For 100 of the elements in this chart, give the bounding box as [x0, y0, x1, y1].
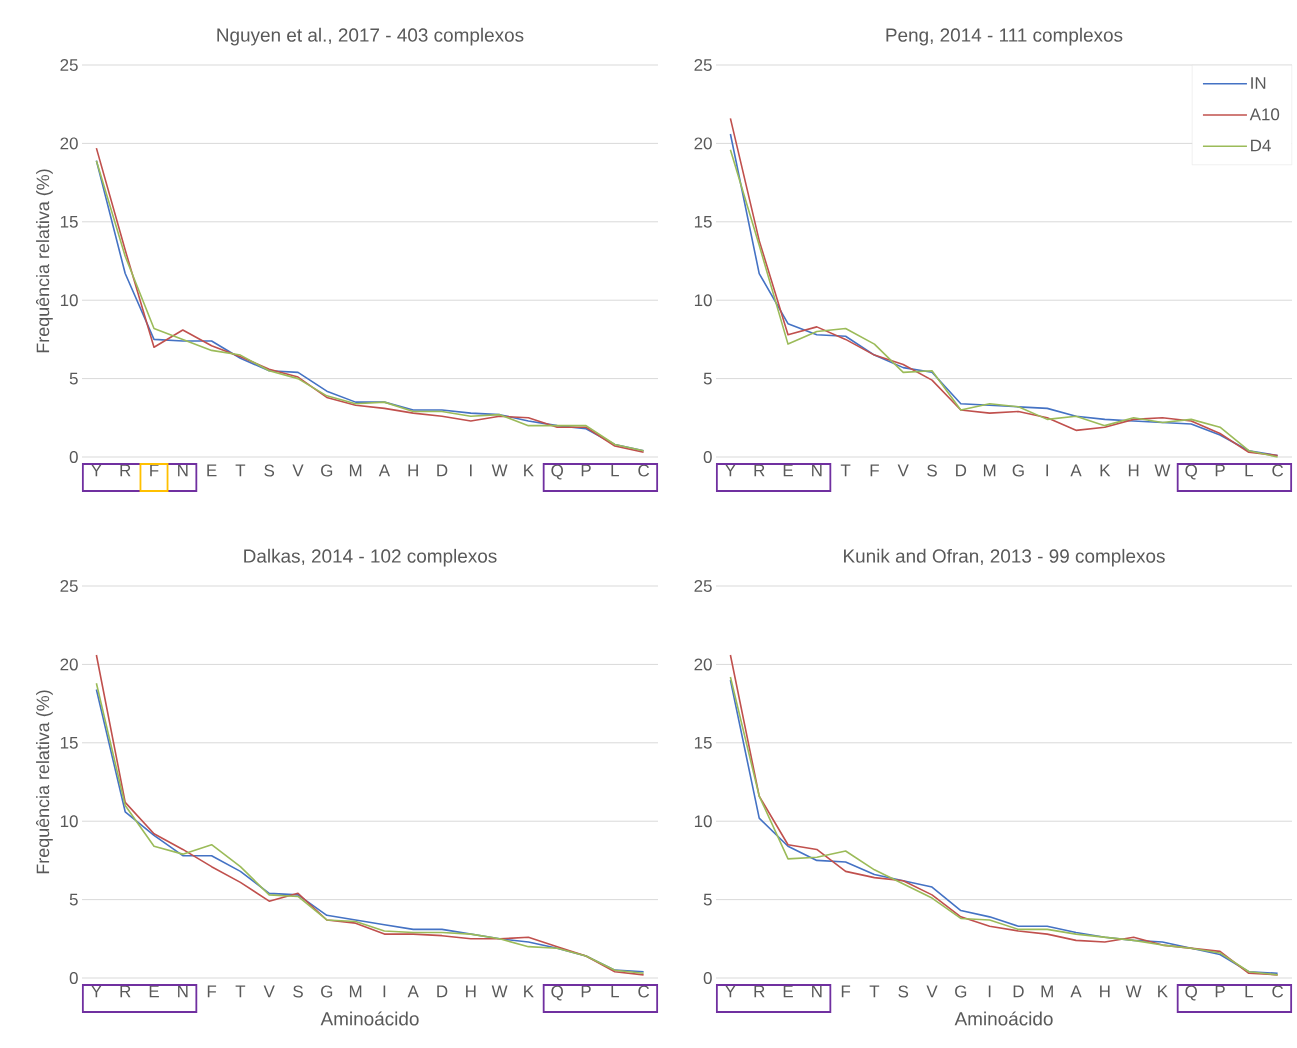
y-tick-label: 5	[703, 372, 712, 385]
y-tick-label: 20	[694, 658, 712, 671]
y-tick-label: 25	[694, 580, 712, 593]
x-tick-label: V	[897, 464, 909, 477]
x-tick-label: Q	[1185, 985, 1197, 1001]
x-tick-label: Y	[725, 985, 736, 998]
legend-label: D4	[1251, 139, 1271, 152]
x-tick-label: Q	[1185, 464, 1197, 480]
x-tick-label: V	[263, 985, 275, 998]
x-tick-label: S	[927, 464, 937, 477]
x-tick-label: L	[611, 464, 619, 477]
y-tick-label: 10	[60, 294, 78, 307]
x-tick-label: G	[321, 985, 333, 998]
x-axis-title: Aminoácido	[954, 1011, 1053, 1026]
x-tick-label: G	[321, 464, 333, 477]
x-tick-label: F	[870, 464, 879, 477]
x-tick-label: K	[1100, 464, 1111, 477]
chart-title: Kunik and Ofran, 2013 - 99 complexos	[844, 548, 1165, 567]
y-tick-label: 10	[694, 294, 712, 307]
y-tick-label: 15	[60, 215, 78, 228]
y-tick-label: 15	[60, 736, 78, 749]
x-tick-label: F	[841, 985, 851, 998]
x-tick-label: G	[955, 985, 967, 998]
y-tick-label: 25	[60, 59, 78, 71]
x-tick-label: L	[1245, 464, 1253, 477]
y-tick-label: 15	[694, 215, 712, 228]
x-tick-label: I	[470, 464, 472, 477]
x-tick-label: K	[1158, 985, 1168, 998]
x-tick-label: N	[178, 464, 188, 477]
x-tick-label: K	[524, 464, 534, 477]
x-tick-label: N	[812, 985, 822, 998]
x-tick-label: C	[638, 464, 650, 477]
x-tick-label: N	[178, 985, 188, 998]
x-tick-label: F	[207, 985, 217, 998]
x-tick-label: T	[869, 985, 880, 998]
x-tick-label: T	[235, 464, 246, 477]
x-axis-title: Aminoácido	[320, 1011, 419, 1026]
y-tick-label: 5	[69, 893, 78, 906]
x-tick-label: A	[407, 985, 419, 998]
x-tick-label: D	[1013, 985, 1024, 998]
y-axis-title: Frequência relativa (%)	[36, 169, 53, 353]
x-tick-label: M	[349, 985, 362, 998]
y-tick-label: 0	[69, 972, 78, 985]
x-tick-label: W	[491, 464, 508, 477]
x-tick-label: K	[524, 985, 534, 998]
legend-label: IN	[1251, 77, 1266, 89]
x-tick-label: W	[1154, 464, 1171, 477]
x-tick-label: D	[437, 464, 448, 477]
x-tick-label: H	[408, 464, 418, 477]
y-axis-title: Frequência relativa (%)	[36, 690, 53, 874]
y-tick-label: 5	[703, 893, 712, 906]
x-tick-label: A	[1070, 985, 1082, 998]
x-tick-label: W	[1125, 985, 1142, 998]
y-tick-label: 0	[703, 451, 712, 464]
x-tick-label: M	[1041, 985, 1053, 998]
chart-title: Nguyen et al., 2017 - 403 complexos	[217, 27, 524, 46]
x-tick-label: Y	[91, 985, 102, 998]
x-tick-label: T	[840, 464, 851, 477]
y-tick-label: 0	[69, 451, 78, 464]
x-tick-label: A	[1070, 464, 1082, 477]
x-tick-label: H	[1100, 985, 1110, 998]
x-tick-label: T	[235, 985, 246, 998]
x-tick-label: H	[466, 985, 476, 998]
chart-title: Dalkas, 2014 - 102 complexos	[244, 548, 497, 567]
x-tick-label: V	[292, 464, 304, 477]
x-tick-label: G	[1012, 464, 1024, 477]
x-tick-label: M	[983, 464, 996, 477]
y-tick-label: 0	[703, 972, 712, 985]
x-tick-label: S	[898, 985, 909, 998]
y-tick-label: 10	[694, 815, 712, 828]
legend-label: A10	[1249, 108, 1280, 121]
x-tick-label: Y	[725, 464, 736, 477]
x-tick-label: Q	[551, 985, 563, 1001]
x-tick-label: C	[638, 985, 650, 998]
y-tick-label: 5	[69, 372, 78, 385]
x-tick-label: D	[956, 464, 967, 477]
x-tick-label: S	[264, 464, 275, 477]
x-tick-label: Q	[551, 464, 563, 480]
y-tick-label: 25	[60, 580, 78, 593]
x-tick-label: V	[926, 985, 938, 998]
x-tick-label: I	[988, 985, 991, 998]
x-tick-label: D	[437, 985, 448, 998]
x-tick-label: I	[1046, 464, 1048, 477]
x-tick-label: W	[491, 985, 508, 998]
y-tick-label: 15	[694, 736, 712, 749]
y-tick-label: 10	[60, 815, 78, 828]
x-tick-label: C	[1272, 464, 1284, 477]
y-tick-label: 20	[60, 137, 78, 150]
x-tick-label: A	[378, 464, 391, 477]
y-tick-label: 20	[60, 658, 78, 671]
y-tick-label: 20	[694, 137, 712, 150]
x-tick-label: L	[1245, 985, 1253, 998]
x-tick-label: N	[812, 464, 822, 477]
chart-title: Peng, 2014 - 111 complexos	[886, 27, 1123, 46]
x-tick-label: S	[293, 985, 303, 998]
x-tick-label: H	[1128, 464, 1139, 477]
x-tick-label: M	[349, 464, 362, 477]
x-tick-label: Y	[91, 464, 102, 477]
x-tick-label: L	[611, 985, 619, 998]
x-tick-label: E	[207, 464, 217, 477]
